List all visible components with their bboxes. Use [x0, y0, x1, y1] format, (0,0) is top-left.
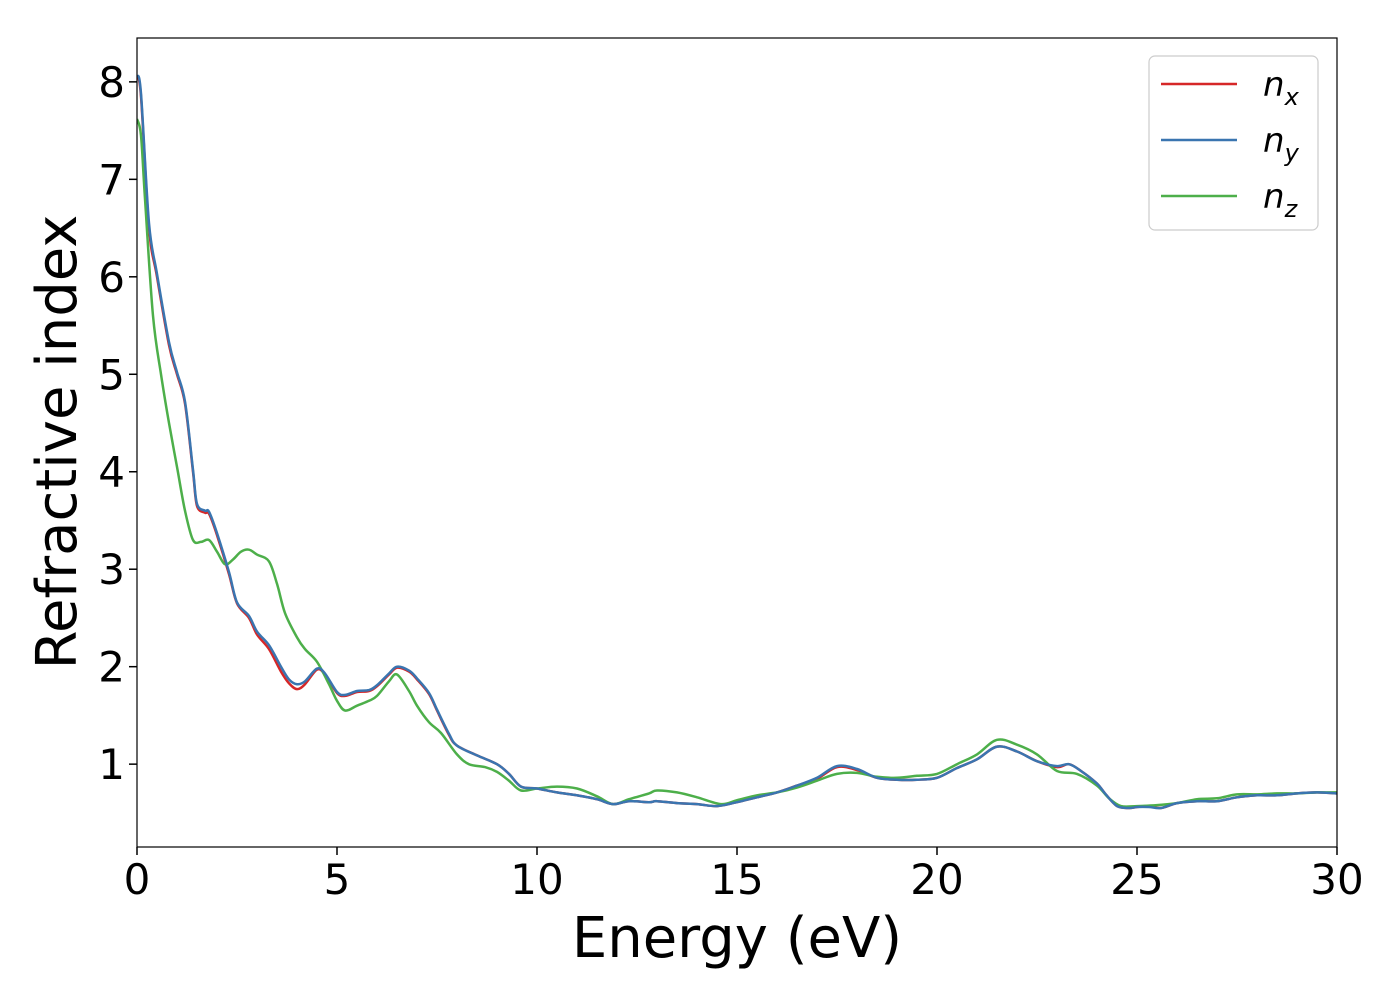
legend-label-nx: nx	[1263, 65, 1300, 111]
series-line-ny	[137, 74, 1337, 810]
x-tick-label: 15	[710, 855, 763, 904]
y-tick-label: 4	[98, 448, 125, 497]
legend: nx ny nz	[1148, 55, 1319, 231]
y-tick-label: 7	[98, 155, 125, 204]
x-tick-label: 20	[910, 855, 963, 904]
y-tick-label: 1	[98, 740, 125, 789]
x-tick-label: 10	[510, 855, 563, 904]
x-tick-label: 0	[124, 855, 151, 904]
x-tick-label: 25	[1110, 855, 1163, 904]
x-axis: 0 5 10 15 20 25 30	[124, 847, 1364, 904]
legend-label-nz: nz	[1263, 177, 1299, 223]
x-tick-label: 5	[324, 855, 351, 904]
series-line-nz	[137, 118, 1337, 808]
y-tick-label: 5	[98, 350, 125, 399]
y-axis: 1 2 3 4 5 6 7 8	[98, 58, 137, 789]
y-axis-label: Refractive index	[25, 215, 90, 670]
y-tick-label: 8	[98, 58, 125, 107]
x-tick-label: 30	[1310, 855, 1363, 904]
series-layer	[137, 74, 1337, 810]
legend-box	[1148, 55, 1319, 231]
y-tick-label: 2	[98, 643, 125, 692]
y-tick-label: 6	[98, 253, 125, 302]
legend-label-ny: ny	[1263, 121, 1300, 167]
x-axis-label: Energy (eV)	[572, 906, 902, 971]
y-tick-label: 3	[98, 545, 125, 594]
